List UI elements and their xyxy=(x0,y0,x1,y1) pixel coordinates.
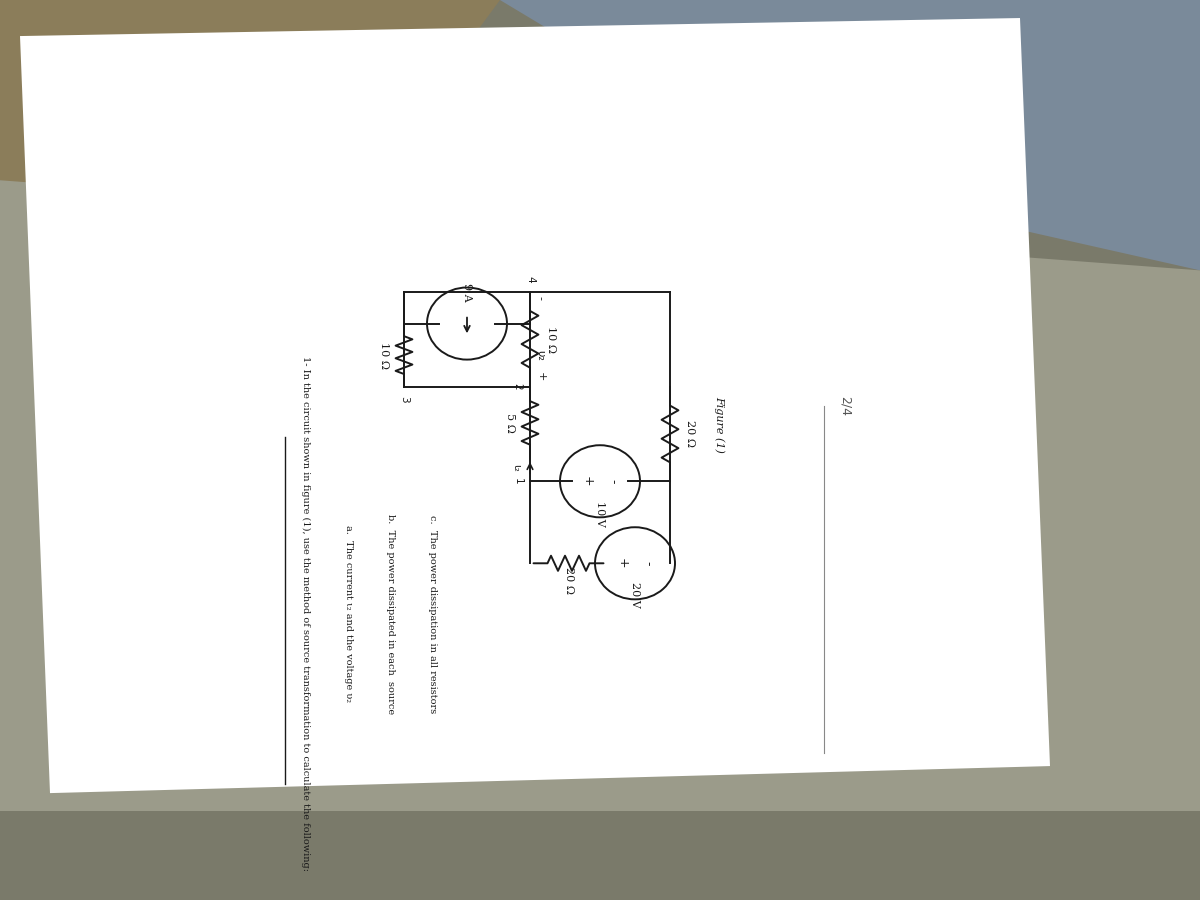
Text: 1: 1 xyxy=(512,478,522,484)
Text: 10 Ω: 10 Ω xyxy=(379,342,389,369)
Text: c.  The power dissipation in all resistors: c. The power dissipation in all resistor… xyxy=(427,515,437,713)
Polygon shape xyxy=(500,0,1200,270)
Polygon shape xyxy=(20,18,1050,793)
Text: +: + xyxy=(535,373,546,382)
Text: ι₂: ι₂ xyxy=(511,464,521,472)
Polygon shape xyxy=(0,180,1200,811)
Text: 10 V: 10 V xyxy=(595,501,605,527)
Text: -: - xyxy=(641,561,654,565)
Text: b.  The power dissipated in each  source: b. The power dissipated in each source xyxy=(385,514,395,714)
Text: +: + xyxy=(616,558,629,569)
Text: 3: 3 xyxy=(398,396,409,402)
Text: 1- In the circuit shown in figure (1), use the method of source transformation t: 1- In the circuit shown in figure (1), u… xyxy=(301,356,311,871)
Text: 10 Ω: 10 Ω xyxy=(546,326,556,353)
Text: 4: 4 xyxy=(526,276,535,283)
Text: -: - xyxy=(535,296,546,301)
Text: 2/4: 2/4 xyxy=(839,396,852,416)
Text: 20 V: 20 V xyxy=(630,582,640,608)
Text: Figure (1): Figure (1) xyxy=(714,396,725,453)
Text: a.  The current ι₂ and the voltage υ₂: a. The current ι₂ and the voltage υ₂ xyxy=(343,526,353,702)
Text: υ₂: υ₂ xyxy=(535,350,546,361)
Text: +: + xyxy=(581,476,594,487)
Text: 9 A: 9 A xyxy=(462,283,472,302)
Text: 20 Ω: 20 Ω xyxy=(564,567,574,594)
Text: 2: 2 xyxy=(512,383,522,390)
Polygon shape xyxy=(0,0,500,270)
Text: 5 Ω: 5 Ω xyxy=(505,413,516,433)
Text: 20 Ω: 20 Ω xyxy=(684,420,695,447)
Text: -: - xyxy=(606,479,619,483)
